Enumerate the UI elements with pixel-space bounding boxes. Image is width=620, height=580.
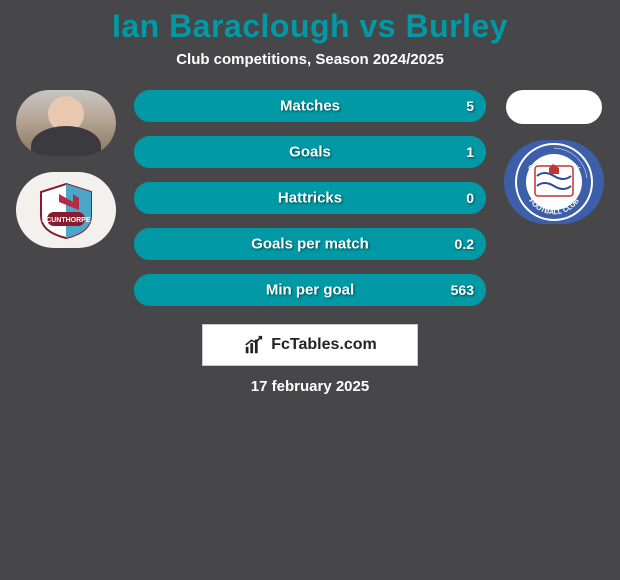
right-club-badge: OXFORD CITY FOOTBALL CLUB <box>504 140 604 224</box>
oxford-city-crest-icon: OXFORD CITY FOOTBALL CLUB <box>509 142 599 222</box>
stat-label: Goals <box>289 144 331 161</box>
svg-text:SCUNTHORPE: SCUNTHORPE <box>41 217 90 224</box>
stat-row-goals: Goals 1 <box>134 136 486 168</box>
date-label: 17 february 2025 <box>251 378 369 395</box>
stat-right-value: 5 <box>466 98 474 114</box>
stat-row-matches: Matches 5 <box>134 90 486 122</box>
stat-row-goals-per-match: Goals per match 0.2 <box>134 228 486 260</box>
scunthorpe-crest-icon: SCUNTHORPE <box>31 180 101 240</box>
left-player-column: SCUNTHORPE <box>6 90 126 248</box>
chart-icon <box>243 334 265 356</box>
right-player-avatar <box>506 90 602 124</box>
stat-label: Goals per match <box>251 236 369 253</box>
left-player-avatar <box>16 90 116 156</box>
stat-right-value: 0 <box>466 190 474 206</box>
stat-row-hattricks: Hattricks 0 <box>134 182 486 214</box>
main-area: SCUNTHORPE Matches 5 Goals 1 <box>0 90 620 306</box>
stat-label: Hattricks <box>278 190 342 207</box>
fctables-link[interactable]: FcTables.com <box>202 324 418 366</box>
page-subtitle: Club competitions, Season 2024/2025 <box>0 51 620 68</box>
right-player-column: OXFORD CITY FOOTBALL CLUB <box>494 90 614 224</box>
avatar-placeholder-icon <box>16 90 116 156</box>
stat-label: Min per goal <box>266 282 354 299</box>
stat-right-value: 1 <box>466 144 474 160</box>
stat-row-min-per-goal: Min per goal 563 <box>134 274 486 306</box>
fctables-label: FcTables.com <box>271 336 377 354</box>
page-title: Ian Baraclough vs Burley <box>0 8 620 45</box>
comparison-widget: Ian Baraclough vs Burley Club competitio… <box>0 0 620 395</box>
stat-right-value: 0.2 <box>455 236 474 252</box>
stats-column: Matches 5 Goals 1 Hattricks 0 <box>126 90 494 306</box>
stat-label: Matches <box>280 98 340 115</box>
left-club-badge: SCUNTHORPE <box>16 172 116 248</box>
stat-right-value: 563 <box>451 282 474 298</box>
footer: FcTables.com 17 february 2025 <box>0 324 620 395</box>
